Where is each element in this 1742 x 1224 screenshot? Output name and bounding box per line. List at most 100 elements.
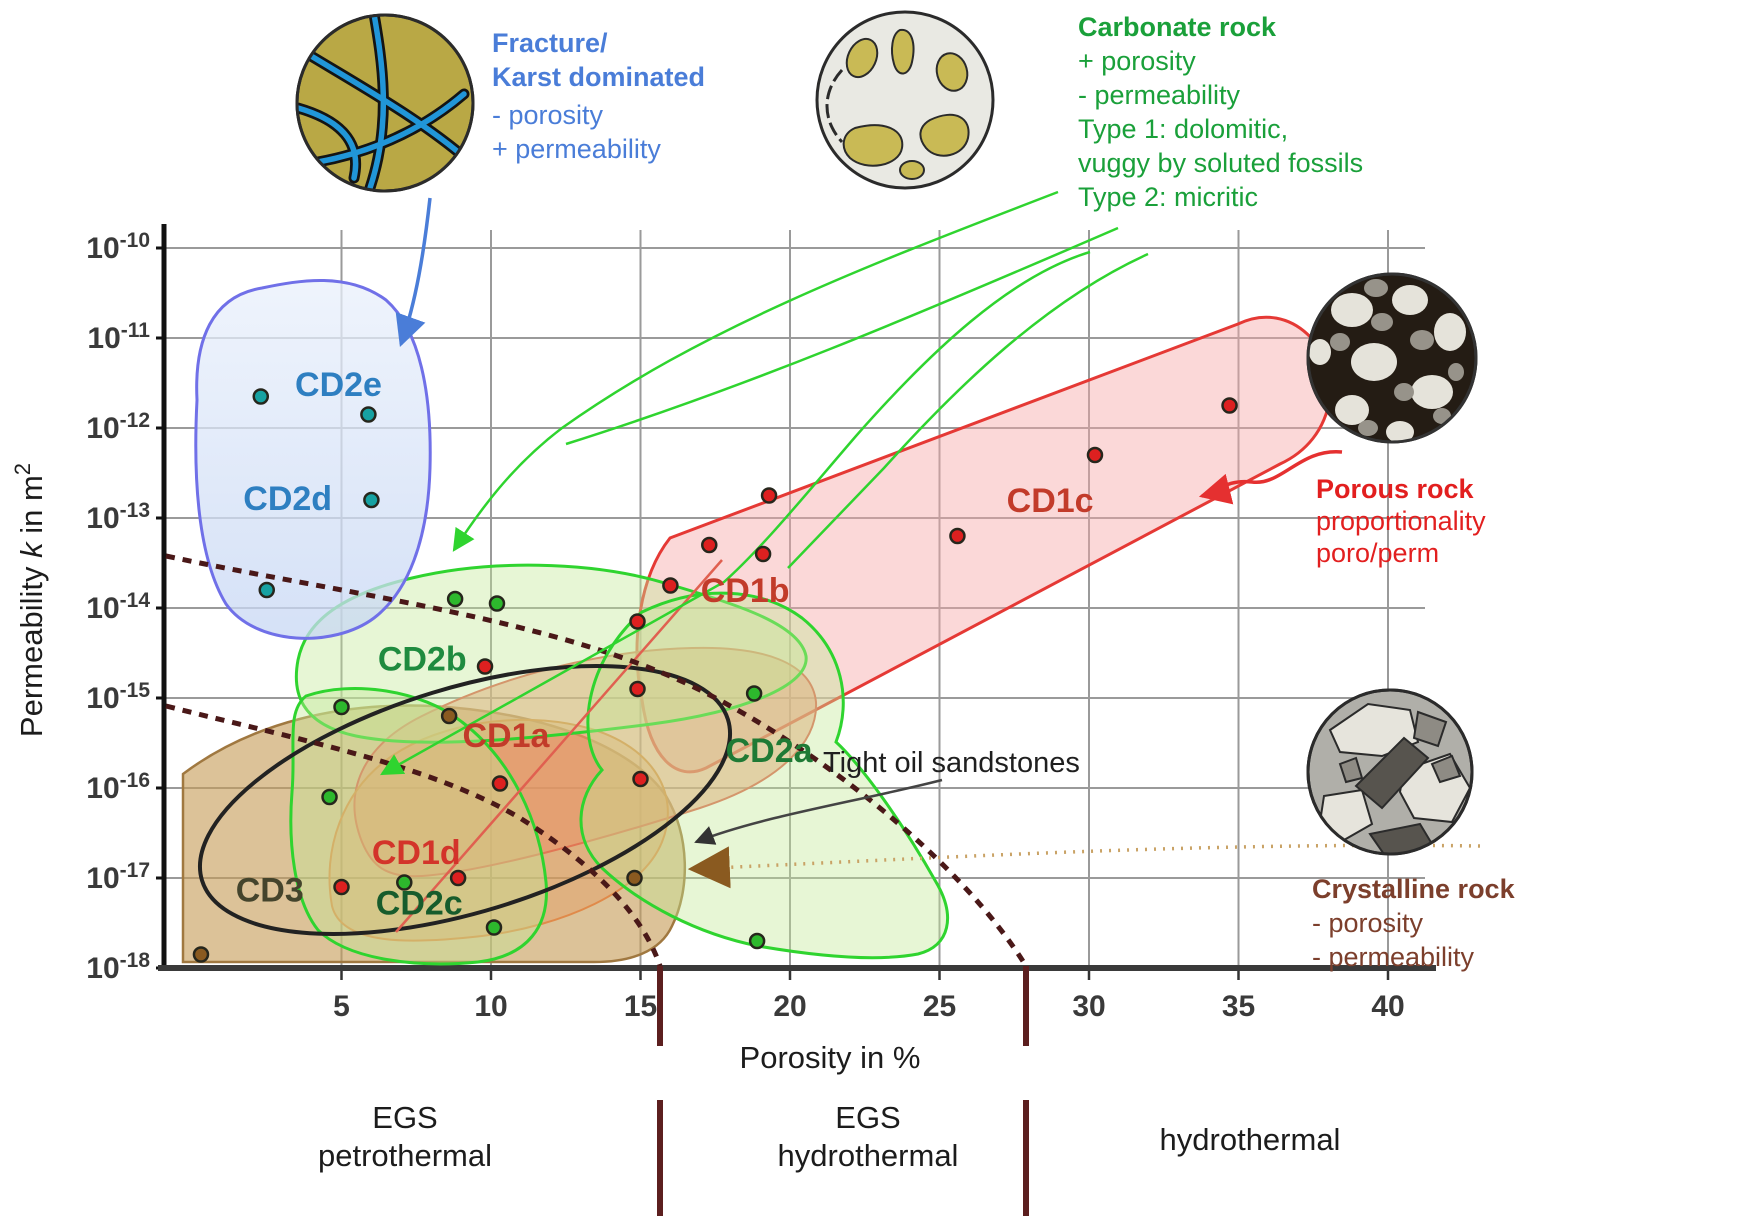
fracture-karst-samples-point-3 [258, 581, 275, 599]
porous-rock-samples-point-6 [1221, 397, 1238, 414]
crystalline-permeability: - permeability [1312, 942, 1475, 972]
y-tick-label--17: 10-17 [86, 859, 150, 896]
y-tick-labels: 10-10 10-11 10-12 10-13 10-14 10-15 10-16 10-17… [86, 229, 150, 986]
porous-rock-samples-point-11 [491, 775, 509, 792]
x-tick-label-30: 30 [1072, 990, 1105, 1023]
zone-labels: EGS petrothermal EGS hydrothermal hydrot… [318, 1100, 1340, 1173]
region-cd2c-carbonate [289, 687, 548, 966]
carbonate-samples-point-6 [485, 919, 503, 936]
crystalline-porosity: - porosity [1312, 908, 1424, 938]
fracture-permeability: + permeability [492, 134, 661, 164]
carbonate-samples-point-4 [745, 685, 763, 702]
region-cd2de-fracture [194, 279, 432, 640]
region-label-cd1c: CD1c [1007, 482, 1094, 520]
carbonate-type1: Type 1: dolomitic, [1078, 114, 1288, 144]
zone-egs-petrothermal-2: petrothermal [318, 1138, 492, 1173]
region-label-cd2c: CD2c [376, 884, 463, 922]
region-cd1a-salmon [353, 646, 818, 878]
porous-rock-samples-point-12 [449, 869, 467, 887]
zone-egs-hydrothermal-2: hydrothermal [778, 1138, 959, 1173]
fracture-title-2: Karst dominated [492, 62, 705, 92]
region-label-cd1a: CD1a [462, 717, 550, 755]
carbonate-samples-point-7 [748, 932, 766, 950]
region-cd1d-orange [328, 718, 669, 942]
carbonate-type2-callout-b [787, 252, 1149, 569]
carbonate-samples-point-1 [488, 595, 506, 612]
region-label-cd1b: CD1b [701, 572, 790, 610]
region-tight-oil-ellipse [197, 664, 733, 936]
cd1-band-lower-boundary [395, 559, 723, 933]
x-tick-label-20: 20 [773, 990, 806, 1023]
carbonate-samples-point-5 [396, 874, 413, 891]
fracture-arrow [395, 197, 432, 347]
carbonate-icon [815, 10, 995, 190]
region-label-cd3: CD3 [236, 872, 304, 910]
zone-egs-petrothermal: EGS [372, 1100, 437, 1135]
carbonate-permeability: - permeability [1078, 80, 1241, 110]
carbonate-legend: Carbonate rock + porosity - permeability… [1078, 12, 1363, 212]
fracture-karst-samples-point-1 [360, 406, 377, 423]
regions [181, 279, 1333, 966]
x-tick-label-25: 25 [923, 990, 956, 1023]
porous-rock-samples-point-4 [949, 527, 966, 545]
y-tick-label--10: 10-10 [86, 229, 150, 266]
porous-rock-samples-point-10 [476, 658, 494, 675]
y-tick-label--11: 10-11 [87, 319, 150, 356]
y-tick-label--16: 10-16 [86, 769, 150, 806]
porous-rock-samples-point-7 [629, 613, 646, 630]
porous-rock-samples-point-9 [632, 770, 649, 788]
porous-rock-samples-point-8 [629, 680, 646, 698]
fracture-porosity: - porosity [492, 100, 604, 130]
carbonate-porosity: + porosity [1078, 46, 1196, 76]
zone-egs-hydrothermal: EGS [835, 1100, 900, 1135]
crystalline-samples-point-2 [192, 946, 210, 963]
region-labels: CD2e CD2d CD2b CD2a CD2c CD1a CD1b CD1c CD1d CD3 T… [236, 366, 1094, 922]
y-axis-title: Permeability k in m2 [10, 463, 50, 737]
porous-rock-icon [1306, 272, 1478, 444]
carbonate-title: Carbonate rock [1078, 12, 1277, 42]
carbonate-type1b: vuggy by soluted fossils [1078, 148, 1363, 178]
y-tick-label--12: 10-12 [86, 409, 150, 446]
crystalline-rock-icon [1306, 688, 1474, 856]
x-tick-label-10: 10 [474, 990, 507, 1023]
crystalline-samples-point-0 [440, 707, 458, 725]
region-label-cd2a: CD2a [726, 732, 814, 770]
x-tick-label-5: 5 [333, 990, 350, 1023]
porous-rock-samples-point-2 [754, 545, 772, 563]
porous-rock-samples-point-5 [1086, 446, 1104, 464]
porous-rock-legend: Porous rock proportionality poro/perm [1316, 474, 1486, 568]
x-axis-title: Porosity in % [740, 1040, 921, 1075]
carbonate-samples-point-2 [333, 698, 350, 716]
porous-poroperm: poro/perm [1316, 538, 1439, 568]
zone-hydrothermal: hydrothermal [1160, 1122, 1341, 1157]
porous-rock-samples-point-0 [760, 487, 778, 504]
dashed-curve-lower [165, 703, 663, 967]
x-tick-label-40: 40 [1371, 990, 1404, 1023]
crystalline-pointer [687, 843, 1481, 889]
y-tick-label--15: 10-15 [86, 679, 150, 716]
porous-arrow [1198, 450, 1343, 505]
fracture-karst-icon [295, 13, 475, 193]
x-tick-label-15: 15 [624, 990, 657, 1023]
carbonate-samples-point-0 [446, 590, 464, 608]
region-cd2a-carbonate [579, 591, 950, 960]
x-tick-label-35: 35 [1222, 990, 1255, 1023]
region-label-cd2d: CD2d [243, 480, 332, 518]
region-label-cd1d: CD1d [372, 834, 461, 872]
crystalline-title: Crystalline rock [1312, 874, 1516, 904]
tight-oil-sandstones-label: Tight oil sandstones [823, 747, 1080, 779]
region-label-cd2e: CD2e [295, 366, 382, 404]
crystalline-rock-legend: Crystalline rock - porosity - permeabili… [1312, 874, 1516, 972]
porous-proportionality: proportionality [1316, 506, 1486, 536]
y-tick-label--13: 10-13 [86, 499, 150, 536]
porous-title: Porous rock [1316, 474, 1475, 504]
carbonate-samples-point-3 [321, 788, 338, 806]
carbonate-type2: Type 2: micritic [1078, 182, 1258, 212]
y-tick-label--18: 10-18 [86, 949, 150, 986]
fracture-karst-legend: Fracture/ Karst dominated - porosity + p… [492, 28, 705, 164]
dashed-curve-upper [165, 553, 1029, 968]
y-tick-label--14: 10-14 [86, 589, 150, 626]
porous-rock-samples-point-13 [333, 878, 350, 896]
x-tick-labels: 5 10 15 20 25 30 35 40 [333, 990, 1405, 1023]
